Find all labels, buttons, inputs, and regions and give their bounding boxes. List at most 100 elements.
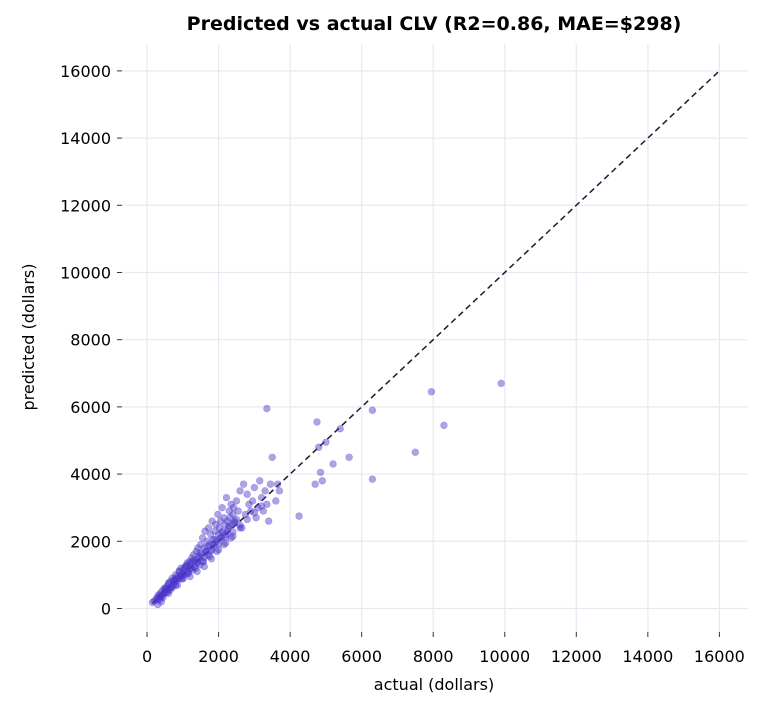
- scatter-point: [222, 493, 231, 502]
- scatter-point: [182, 561, 191, 570]
- scatter-point: [198, 534, 207, 542]
- x-tick-label: 14000: [622, 647, 673, 666]
- scatter-point: [220, 540, 228, 549]
- scatter-point: [250, 483, 259, 492]
- scatter-point: [191, 556, 200, 564]
- scatter-point: [156, 589, 164, 598]
- x-tick-label: 0: [142, 647, 152, 666]
- y-tick-label: 6000: [70, 398, 111, 417]
- scatter-point: [254, 503, 262, 512]
- scatter-point: [215, 524, 223, 532]
- scatter-point: [226, 514, 234, 522]
- scatter-point: [256, 477, 264, 485]
- scatter-point: [164, 580, 173, 588]
- scatter-point: [164, 587, 172, 595]
- scatter-point: [171, 571, 180, 579]
- scatter-point: [228, 520, 236, 529]
- scatter-point: [157, 598, 166, 606]
- x-tick-label: 6000: [341, 647, 382, 666]
- scatter-point: [225, 507, 234, 515]
- scatter-point: [157, 593, 166, 601]
- scatter-point: [227, 534, 235, 542]
- scatter-point: [148, 598, 157, 607]
- scatter-point: [224, 524, 233, 532]
- scatter-point: [200, 544, 208, 552]
- scatter-point: [313, 418, 321, 426]
- scatter-point: [175, 567, 183, 575]
- scatter-point: [179, 575, 187, 583]
- scatter-point: [272, 497, 280, 505]
- scatter-point: [218, 529, 226, 537]
- scatter-point: [204, 551, 212, 559]
- scatter-point: [196, 540, 205, 549]
- scatter-point: [207, 546, 216, 555]
- y-tick-label: 10000: [60, 263, 111, 282]
- scatter-point: [180, 571, 189, 579]
- scatter-point: [163, 588, 171, 597]
- x-tick-label: 16000: [694, 647, 745, 666]
- scatter-point: [222, 530, 230, 539]
- scatter-point: [211, 535, 219, 544]
- scatter-point: [336, 425, 344, 433]
- scatter-point: [169, 581, 177, 589]
- scatter-point: [182, 567, 191, 576]
- scatter-point: [194, 544, 202, 552]
- scatter-point: [368, 475, 377, 483]
- scatter-point: [204, 542, 212, 551]
- scatter-point: [315, 443, 323, 451]
- scatter-point: [159, 590, 167, 599]
- scatter-point: [167, 583, 176, 591]
- scatter-point: [197, 551, 206, 559]
- x-axis-ticks: 0 2000 4000 6000 8000 10000 12000 14000 16000: [142, 632, 745, 666]
- scatter-point: [177, 564, 185, 572]
- scatter-point: [170, 576, 178, 584]
- scatter-point: [179, 574, 187, 582]
- scatter-point: [164, 579, 173, 587]
- scatter-point: [199, 557, 208, 566]
- scatter-point: [154, 595, 162, 603]
- scatter-point: [159, 593, 167, 602]
- scatter-point: [186, 572, 194, 581]
- scatter-point: [193, 567, 201, 576]
- scatter-point: [186, 565, 194, 573]
- scatter-point: [173, 572, 182, 581]
- scatter-point: [161, 585, 169, 593]
- scatter-point: [177, 571, 185, 580]
- scatter-point: [150, 597, 158, 605]
- scatter-point: [200, 553, 208, 562]
- scatter-point: [171, 579, 179, 587]
- scatter-point: [266, 480, 275, 488]
- scatter-point: [219, 527, 227, 535]
- scatter-point: [213, 547, 221, 556]
- scatter-point: [200, 562, 208, 571]
- scatter-point: [218, 503, 226, 512]
- scatter-point: [160, 584, 168, 593]
- scatter-point: [243, 515, 251, 524]
- scatter-point: [161, 585, 170, 594]
- scatter-point: [264, 517, 273, 525]
- scatter-point: [208, 517, 216, 525]
- scatter-point: [261, 487, 269, 495]
- scatter-point: [222, 533, 230, 541]
- scatter-point: [193, 559, 201, 567]
- scatter-point: [210, 540, 218, 549]
- y-tick-label: 2000: [70, 532, 111, 551]
- scatter-point: [175, 567, 183, 576]
- scatter-point: [202, 547, 210, 556]
- scatter-point: [225, 522, 234, 530]
- x-tick-label: 12000: [551, 647, 602, 666]
- scatter-point: [234, 507, 242, 515]
- scatter-point: [232, 515, 241, 524]
- y-tick-label: 8000: [70, 331, 111, 350]
- scatter-point: [250, 509, 259, 517]
- x-axis-label: actual (dollars): [374, 675, 494, 694]
- scatter-point: [168, 583, 176, 592]
- scatter-point: [263, 500, 271, 509]
- chart-title: Predicted vs actual CLV (R2=0.86, MAE=$2…: [187, 13, 682, 35]
- scatter-point: [184, 569, 192, 577]
- scatter-point: [170, 577, 178, 585]
- scatter-point: [207, 555, 216, 563]
- scatter-point: [189, 566, 197, 574]
- scatter-point: [181, 562, 190, 571]
